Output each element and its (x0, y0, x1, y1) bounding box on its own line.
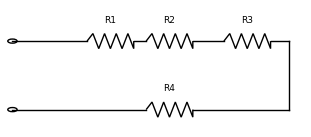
Text: R1: R1 (104, 16, 116, 25)
Text: R4: R4 (164, 84, 175, 93)
Text: R3: R3 (241, 16, 253, 25)
Text: R2: R2 (164, 16, 175, 25)
